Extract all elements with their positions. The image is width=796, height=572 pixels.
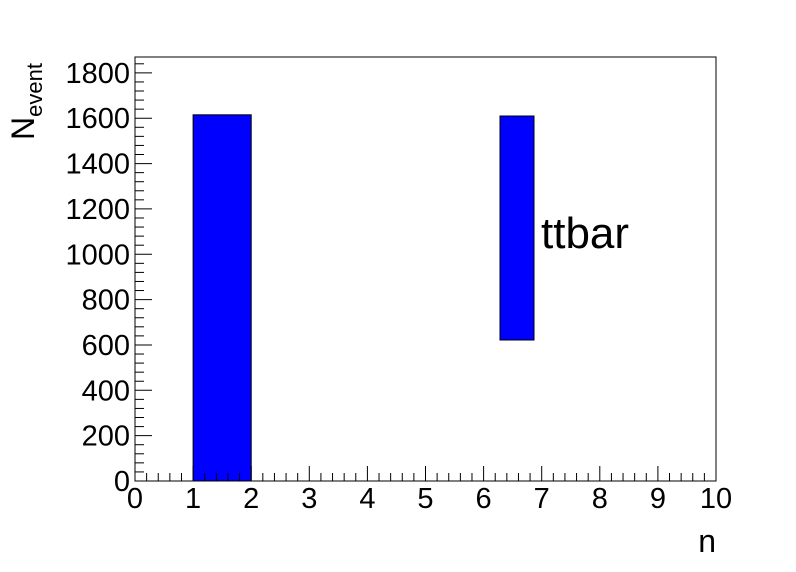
y-tick-label: 1600 (65, 103, 130, 135)
svg-text:Nevent: Nevent (5, 63, 47, 140)
x-tick-label: 1 (185, 483, 201, 515)
y-tick-label: 200 (82, 421, 130, 453)
y-tick-label: 800 (82, 285, 130, 317)
y-tick-label: 400 (82, 375, 130, 407)
x-tick-label: 5 (417, 483, 433, 515)
legend-swatch (499, 115, 535, 341)
x-tick-label: 9 (650, 483, 666, 515)
x-tick-label: 4 (359, 483, 375, 515)
y-axis-ticks: 0 200 400 600 800 1000 1200 1400 1600 1800 (65, 58, 152, 498)
y-tick-label: 1200 (65, 194, 130, 226)
legend-label: ttbar (541, 209, 629, 258)
y-axis-title-main: N (5, 117, 41, 140)
x-tick-label: 3 (301, 483, 317, 515)
bars-group (192, 114, 252, 482)
y-tick-label: 0 (114, 466, 130, 498)
x-axis-ticks: 0 1 2 3 4 5 6 7 8 9 10 (127, 466, 732, 515)
x-tick-label: 10 (700, 483, 732, 515)
x-axis-title: n (698, 523, 716, 559)
legend: ttbar (499, 115, 629, 341)
x-tick-label: 0 (127, 483, 143, 515)
x-tick-label: 6 (476, 483, 492, 515)
y-axis-title: Nevent (5, 63, 47, 140)
y-tick-label: 1000 (65, 239, 130, 271)
y-tick-label: 600 (82, 330, 130, 362)
x-tick-label: 8 (592, 483, 608, 515)
y-tick-label: 1400 (65, 149, 130, 181)
x-tick-label: 2 (243, 483, 259, 515)
y-axis-title-subscript: event (22, 63, 47, 117)
y-tick-label: 1800 (65, 58, 130, 90)
bar-0 (192, 114, 252, 482)
x-tick-label: 7 (534, 483, 550, 515)
